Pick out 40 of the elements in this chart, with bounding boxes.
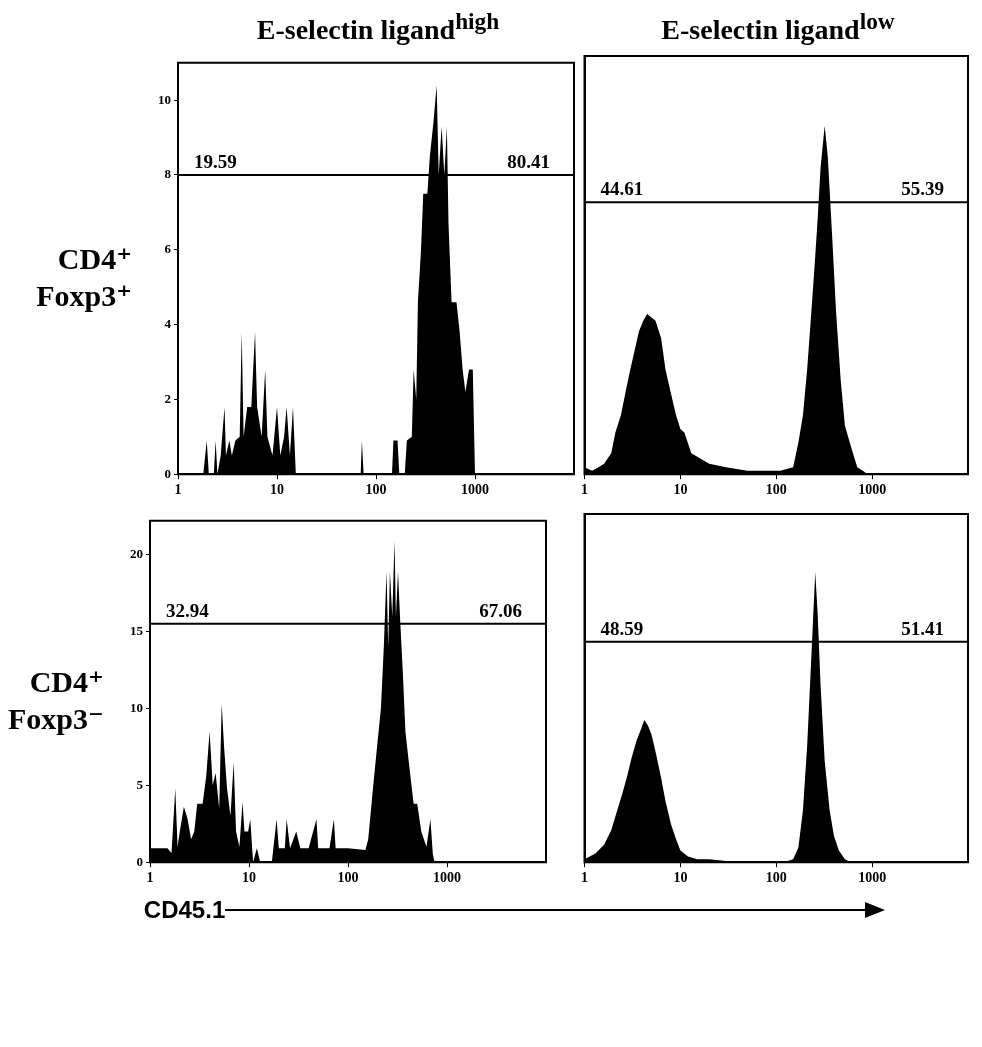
- y-tick-label: 20: [129, 545, 143, 561]
- annotation: 44.61: [600, 178, 644, 200]
- x-tick-label: 1: [581, 482, 588, 498]
- chart-title: E-selectin ligand$^{low}$: [660, 8, 896, 48]
- x-axis-title: CD45.1: [143, 896, 226, 924]
- x-tick-label: 100: [765, 870, 787, 886]
- x-tick-label: 100: [337, 870, 359, 886]
- annotation: 67.06: [479, 599, 522, 621]
- annotation: 19.59: [194, 150, 237, 172]
- x-tick-label: 10: [673, 870, 688, 886]
- x-tick-label: 1: [581, 870, 588, 886]
- y-axis-title: CD4⁺ Foxp3⁺: [36, 240, 133, 314]
- x-tick-label: 100: [365, 482, 387, 498]
- x-tick-label: 100: [765, 482, 787, 498]
- annotation: 55.39: [901, 178, 944, 200]
- y-tick-label: 8: [164, 166, 172, 182]
- x-tick-label: 10: [270, 482, 284, 498]
- y-tick-label: 10: [158, 91, 171, 107]
- annotation: 32.94: [165, 599, 210, 621]
- x-tick-label: 1: [174, 482, 182, 498]
- annotation: 80.41: [507, 150, 550, 172]
- x-tick-label: 1000: [461, 482, 489, 498]
- chart-title: E-selectin ligand$^{high}$: [255, 8, 501, 48]
- y-tick-label: 6: [164, 241, 172, 257]
- x-tick-label: 1000: [858, 482, 887, 498]
- y-tick-label: 0: [164, 465, 171, 481]
- annotation: 51.41: [901, 617, 944, 639]
- y-tick-label: 5: [136, 776, 144, 792]
- x-tick-label: 1000: [858, 870, 887, 886]
- x-tick-label: 1000: [432, 870, 461, 886]
- y-tick-label: 4: [164, 315, 172, 331]
- y-axis-title: CD4⁺ Foxp3⁻: [8, 663, 105, 737]
- y-tick-label: 15: [129, 622, 144, 638]
- annotation: 48.59: [600, 617, 644, 639]
- y-tick-label: 2: [164, 390, 171, 406]
- y-tick-label: 10: [129, 699, 143, 715]
- x-tick-label: 1: [146, 870, 154, 886]
- x-tick-label: 10: [673, 482, 688, 498]
- y-tick-label: 0: [136, 853, 143, 869]
- x-tick-label: 10: [241, 870, 256, 886]
